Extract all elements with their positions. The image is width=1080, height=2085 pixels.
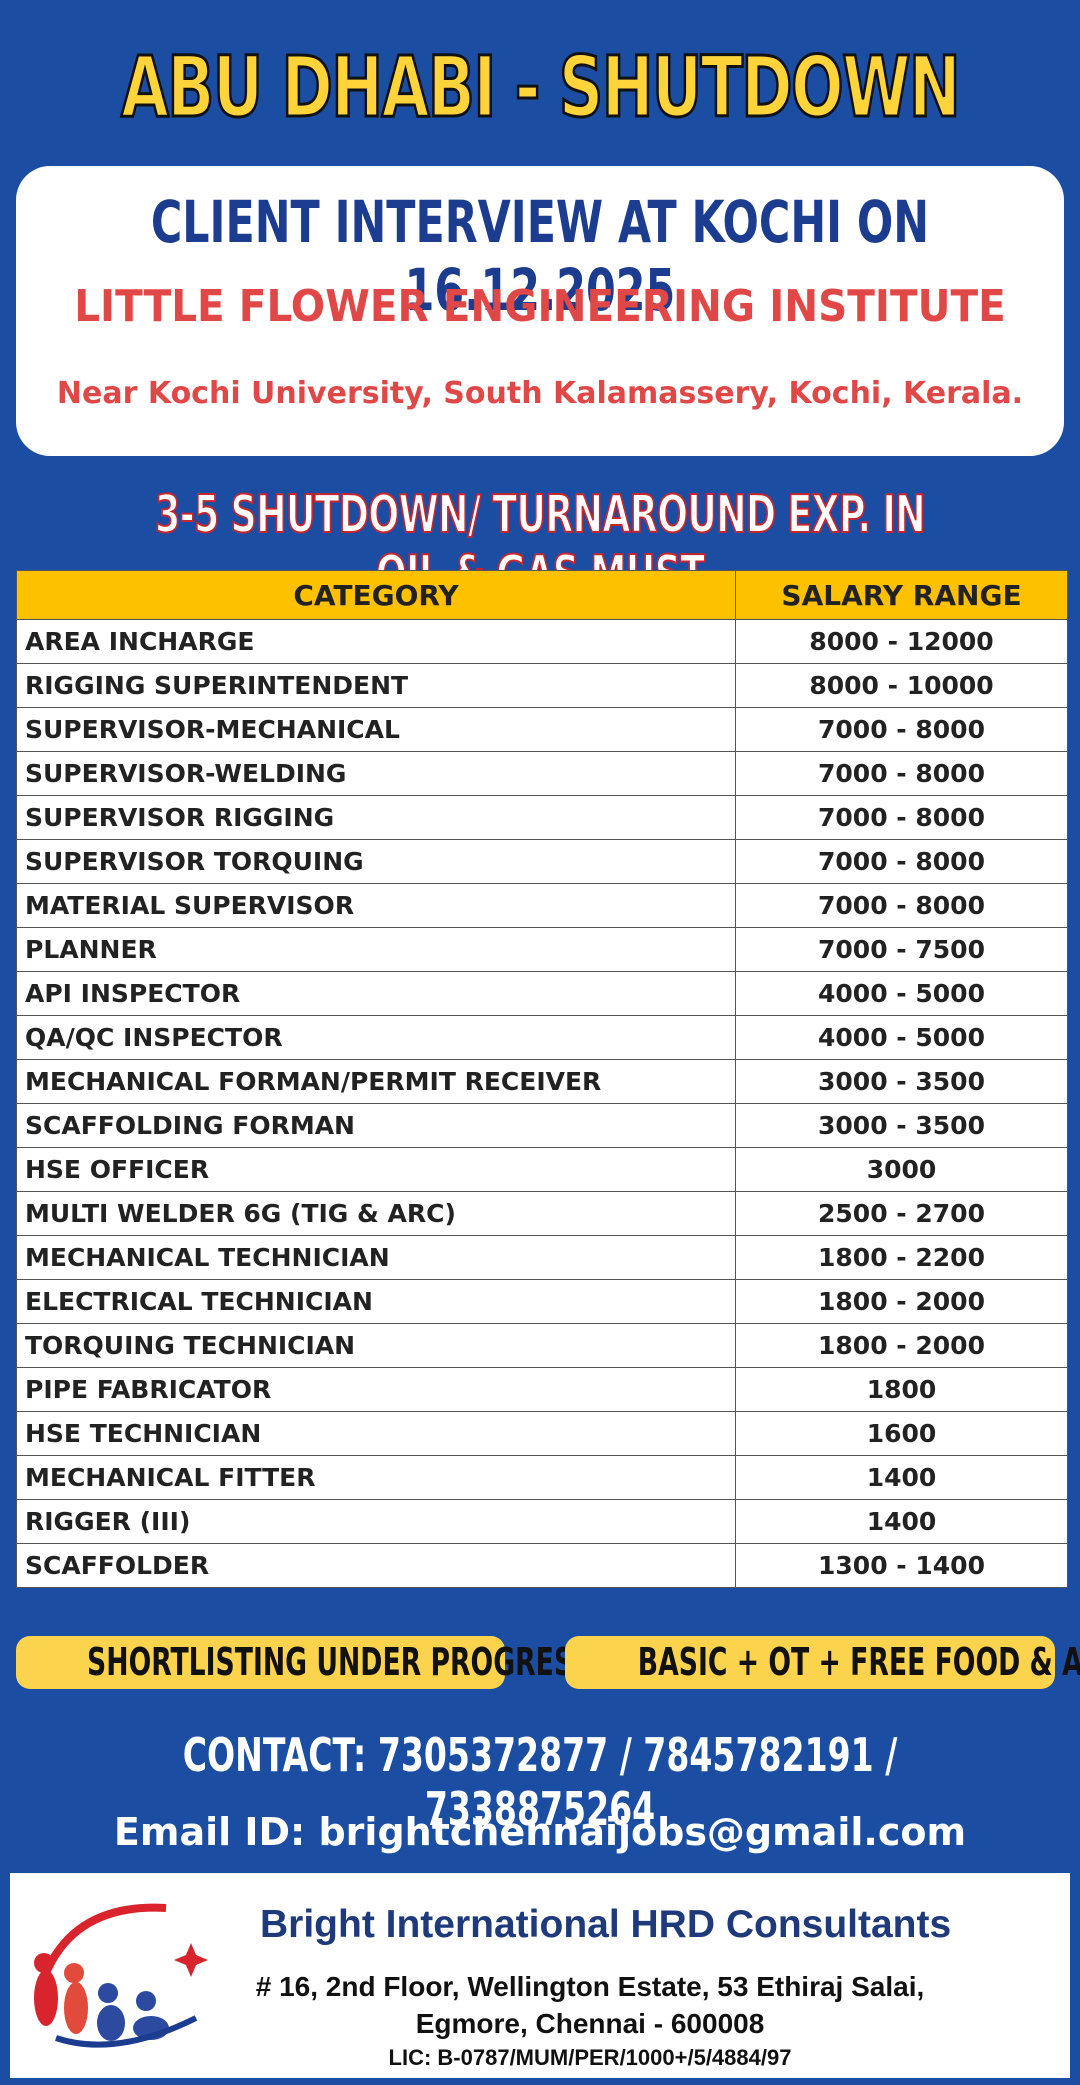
salary-cell: 3000 - 3500: [735, 1059, 1068, 1104]
title: ABU DHABI - SHUTDOWN: [120, 37, 962, 138]
salary-cell: 2500 - 2700: [735, 1191, 1068, 1236]
license: LIC: B-0787/MUM/PER/1000+/5/4884/97: [388, 2045, 792, 2070]
interview-box: CLIENT INTERVIEW AT KOCHI ON 16.12.2025 …: [16, 166, 1064, 456]
category-cell: API INSPECTOR: [16, 971, 736, 1016]
note-text: BASIC + OT + FREE FOOD & ACCO.: [637, 1640, 1080, 1684]
table-row: HSE TECHNICIAN 1600: [16, 1411, 1068, 1456]
salary-cell: 1400: [735, 1455, 1068, 1500]
table-row: API INSPECTOR 4000 - 5000: [16, 971, 1068, 1016]
table-row: RIGGING SUPERINTENDENT 8000 - 10000: [16, 663, 1068, 708]
table-row: PIPE FABRICATOR 1800: [16, 1367, 1068, 1412]
category-cell: SUPERVISOR RIGGING: [16, 795, 736, 840]
salary-cell: 8000 - 10000: [735, 663, 1068, 708]
salary-cell: 4000 - 5000: [735, 971, 1068, 1016]
company-address: # 16, 2nd Floor, Wellington Estate, 53 E…: [255, 1971, 925, 2002]
table-row: RIGGER (III) 1400: [16, 1499, 1068, 1544]
salary-cell: 1400: [735, 1499, 1068, 1544]
category-cell: ELECTRICAL TECHNICIAN: [16, 1279, 736, 1324]
table-row: PLANNER 7000 - 7500: [16, 927, 1068, 972]
venue-address: Near Kochi University, South Kalamassery…: [56, 376, 1024, 411]
category-cell: QA/QC INSPECTOR: [16, 1015, 736, 1060]
category-cell: PIPE FABRICATOR: [16, 1367, 736, 1412]
salary-cell: 1800 - 2200: [735, 1235, 1068, 1280]
table-row: MULTI WELDER 6G (TIG & ARC) 2500 - 2700: [16, 1191, 1068, 1236]
table-row: MECHANICAL FITTER 1400: [16, 1455, 1068, 1500]
interview-line: CLIENT INTERVIEW AT KOCHI ON 16.12.2025: [150, 188, 930, 324]
category-cell: MULTI WELDER 6G (TIG & ARC): [16, 1191, 736, 1236]
table-row: SUPERVISOR TORQUING 7000 - 8000: [16, 839, 1068, 884]
salary-cell: 7000 - 8000: [735, 795, 1068, 840]
salary-cell: 1300 - 1400: [735, 1543, 1068, 1588]
category-cell: MATERIAL SUPERVISOR: [16, 883, 736, 928]
table-row: SUPERVISOR-WELDING 7000 - 8000: [16, 751, 1068, 796]
salary-table: CATEGORY SALARY RANGE AREA INCHARGE 8000 …: [16, 570, 1068, 1588]
category-cell: SUPERVISOR-WELDING: [16, 751, 736, 796]
table-row: SCAFFOLDING FORMAN 3000 - 3500: [16, 1103, 1068, 1148]
salary-cell: 7000 - 8000: [735, 751, 1068, 796]
salary-cell: 1800 - 2000: [735, 1279, 1068, 1324]
table-header: CATEGORY: [16, 570, 736, 620]
table-row: QA/QC INSPECTOR 4000 - 5000: [16, 1015, 1068, 1060]
logo: [34, 1903, 208, 2048]
salary-cell: 4000 - 5000: [735, 1015, 1068, 1060]
table-row: MECHANICAL TECHNICIAN 1800 - 2200: [16, 1235, 1068, 1280]
category-cell: MECHANICAL FITTER: [16, 1455, 736, 1500]
salary-cell: 3000 - 3500: [735, 1103, 1068, 1148]
note-pill: BASIC + OT + FREE FOOD & ACCO.: [565, 1636, 1080, 1689]
table-row: SUPERVISOR RIGGING 7000 - 8000: [16, 795, 1068, 840]
table-row: ELECTRICAL TECHNICIAN 1800 - 2000: [16, 1279, 1068, 1324]
salary-cell: 8000 - 12000: [735, 619, 1068, 664]
category-cell: HSE TECHNICIAN: [16, 1411, 736, 1456]
table-row: MATERIAL SUPERVISOR 7000 - 8000: [16, 883, 1068, 928]
category-cell: TORQUING TECHNICIAN: [16, 1323, 736, 1368]
contact-phones: CONTACT: 7305372877 / 7845782191 / 73388…: [182, 1728, 898, 1836]
category-cell: RIGGER (III): [16, 1499, 736, 1544]
note-pill: SHORTLISTING UNDER PROGRESS: [16, 1636, 591, 1689]
category-cell: SCAFFOLDING FORMAN: [16, 1103, 736, 1148]
company-name: Bright International HRD Consultants: [260, 1903, 952, 1946]
table-row: AREA INCHARGE 8000 - 12000: [16, 619, 1068, 664]
note-text: SHORTLISTING UNDER PROGRESS: [87, 1640, 591, 1684]
contact-email: Email ID: brightchennaijobs@gmail.com: [113, 1810, 967, 1854]
company-address: Egmore, Chennai - 600008: [415, 2008, 765, 2039]
table-row: SCAFFOLDER 1300 - 1400: [16, 1543, 1068, 1588]
category-cell: SUPERVISOR-MECHANICAL: [16, 707, 736, 752]
table-row: MECHANICAL FORMAN/PERMIT RECEIVER 3000 - …: [16, 1059, 1068, 1104]
category-cell: SUPERVISOR TORQUING: [16, 839, 736, 884]
salary-cell: 1600: [735, 1411, 1068, 1456]
table-row: SUPERVISOR-MECHANICAL 7000 - 8000: [16, 707, 1068, 752]
venue: LITTLE FLOWER ENGINEERING INSTITUTE: [74, 281, 1006, 332]
category-cell: MECHANICAL FORMAN/PERMIT RECEIVER: [16, 1059, 736, 1104]
category-cell: RIGGING SUPERINTENDENT: [16, 663, 736, 708]
salary-cell: 7000 - 7500: [735, 927, 1068, 972]
category-cell: MECHANICAL TECHNICIAN: [16, 1235, 736, 1280]
footer: Bright International HRD Consultants # 1…: [10, 1873, 1070, 2078]
category-cell: PLANNER: [16, 927, 736, 972]
category-cell: AREA INCHARGE: [16, 619, 736, 664]
table-row: TORQUING TECHNICIAN 1800 - 2000: [16, 1323, 1068, 1368]
salary-cell: 1800: [735, 1367, 1068, 1412]
category-cell: HSE OFFICER: [16, 1147, 736, 1192]
salary-cell: 3000: [735, 1147, 1068, 1192]
salary-cell: 7000 - 8000: [735, 707, 1068, 752]
salary-cell: 7000 - 8000: [735, 883, 1068, 928]
table-row: HSE OFFICER 3000: [16, 1147, 1068, 1192]
table-header: SALARY RANGE: [735, 570, 1068, 620]
salary-cell: 1800 - 2000: [735, 1323, 1068, 1368]
salary-cell: 7000 - 8000: [735, 839, 1068, 884]
category-cell: SCAFFOLDER: [16, 1543, 736, 1588]
